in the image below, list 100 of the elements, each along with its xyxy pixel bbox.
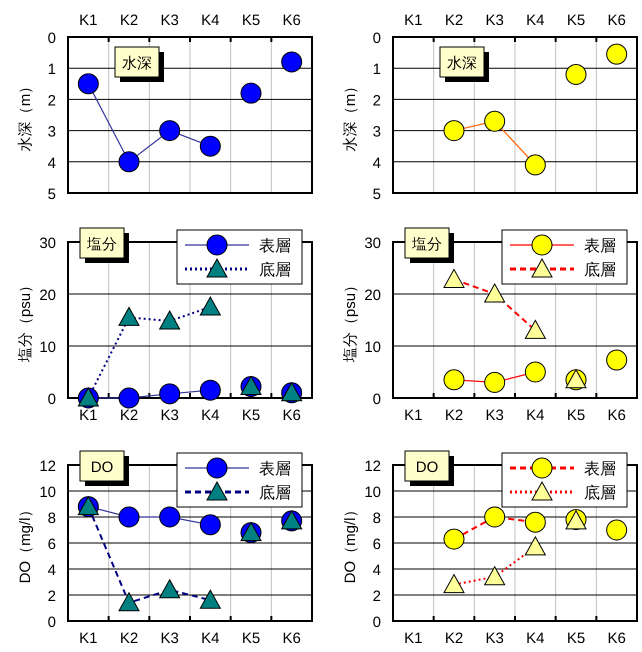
point bbox=[444, 528, 464, 550]
point bbox=[444, 369, 464, 390]
y-tick-label: 0 bbox=[372, 391, 381, 408]
legend-label: 表層 bbox=[584, 460, 616, 478]
y-tick-label: 4 bbox=[372, 562, 381, 579]
y-tick-label: 0 bbox=[48, 391, 56, 408]
point bbox=[118, 388, 140, 408]
y-tick-label: 12 bbox=[39, 458, 56, 475]
point bbox=[444, 120, 464, 142]
point bbox=[606, 44, 628, 65]
y-tick-label: 8 bbox=[372, 510, 381, 527]
legend-label: 底層 bbox=[584, 484, 616, 502]
point bbox=[484, 566, 506, 586]
y-tick-label: 0 bbox=[48, 614, 56, 631]
y-tick-label: 6 bbox=[372, 536, 381, 553]
y-tick-label: 0 bbox=[48, 30, 56, 47]
y-tick-label: 10 bbox=[364, 339, 381, 356]
x-tick-label: K4 bbox=[201, 630, 220, 647]
x-tick-label: K5 bbox=[242, 630, 260, 647]
x-tick-label: K4 bbox=[201, 12, 220, 29]
x-tick-label: K2 bbox=[120, 407, 138, 424]
x-tick-label: K4 bbox=[201, 407, 220, 424]
point bbox=[484, 506, 506, 528]
point bbox=[484, 372, 506, 393]
y-tick-label: 2 bbox=[48, 92, 56, 110]
y-tick-label: 8 bbox=[48, 510, 56, 527]
legend-label: 底層 bbox=[259, 484, 291, 502]
x-tick-label: K6 bbox=[607, 630, 626, 647]
x-tick-label: K6 bbox=[607, 12, 626, 29]
y-tick-label: 10 bbox=[39, 339, 56, 356]
x-tick-label: K2 bbox=[444, 12, 464, 29]
point bbox=[159, 120, 180, 142]
x-tick-label: K5 bbox=[566, 630, 586, 647]
text: 水深 bbox=[122, 55, 152, 72]
x-tick-label: K4 bbox=[526, 630, 545, 647]
x-tick-label: K4 bbox=[526, 12, 545, 29]
y-tick-label: 3 bbox=[372, 124, 381, 141]
chart-title: 塩分 bbox=[86, 236, 117, 253]
legend-label: 底層 bbox=[259, 261, 291, 279]
x-tick-label: K6 bbox=[282, 12, 301, 29]
x-tick-label: K6 bbox=[282, 630, 301, 647]
chart-title: DO bbox=[90, 459, 114, 476]
x-tick-label: K3 bbox=[485, 407, 504, 424]
y-axis-title: 塩分（psu） bbox=[342, 278, 359, 364]
text: 水深 bbox=[447, 55, 477, 72]
point bbox=[281, 51, 302, 72]
y-tick-label: 4 bbox=[48, 562, 56, 579]
y-tick-label: 4 bbox=[372, 154, 381, 172]
y-tick-label: 20 bbox=[364, 287, 381, 304]
x-tick-label: K1 bbox=[79, 630, 98, 647]
point bbox=[444, 268, 464, 288]
x-tick-label: K1 bbox=[79, 407, 98, 424]
chart-title: 塩分 bbox=[411, 236, 442, 253]
x-tick-label: K1 bbox=[79, 12, 98, 29]
point bbox=[444, 574, 464, 594]
y-tick-label: 30 bbox=[39, 235, 56, 252]
y-tick-label: 10 bbox=[364, 484, 381, 501]
x-tick-label: K2 bbox=[444, 630, 464, 647]
y-tick-label: 20 bbox=[39, 287, 56, 304]
y-tick-label: 2 bbox=[372, 92, 381, 110]
point bbox=[524, 362, 546, 382]
point bbox=[118, 506, 140, 528]
y-tick-label: 2 bbox=[48, 588, 56, 605]
x-tick-label: K3 bbox=[485, 12, 504, 29]
point bbox=[524, 154, 546, 176]
x-tick-label: K5 bbox=[566, 12, 586, 29]
y-tick-label: 0 bbox=[372, 30, 381, 47]
y-tick-label: 10 bbox=[39, 484, 56, 501]
point bbox=[484, 284, 506, 302]
x-tick-label: K6 bbox=[607, 407, 626, 424]
y-tick-label: 4 bbox=[48, 154, 56, 172]
point bbox=[200, 296, 221, 316]
point bbox=[606, 520, 628, 540]
x-tick-label: K5 bbox=[566, 407, 586, 424]
y-tick-label: 12 bbox=[364, 458, 381, 475]
x-tick-label: K1 bbox=[404, 407, 423, 424]
point bbox=[159, 310, 180, 330]
point bbox=[200, 590, 221, 609]
point bbox=[524, 512, 546, 533]
point bbox=[200, 136, 221, 157]
x-tick-label: K2 bbox=[120, 12, 138, 29]
y-axis-title: 水深（m） bbox=[17, 78, 34, 152]
x-tick-label: K2 bbox=[120, 630, 138, 647]
point bbox=[78, 73, 99, 94]
legend-label: 表層 bbox=[259, 460, 291, 478]
point bbox=[118, 151, 140, 172]
y-tick-label: 2 bbox=[372, 588, 381, 605]
x-tick-label: K1 bbox=[404, 12, 423, 29]
point bbox=[524, 320, 546, 339]
x-tick-label: K6 bbox=[282, 407, 301, 424]
legend-label: 底層 bbox=[584, 261, 616, 279]
legend-label: 表層 bbox=[584, 237, 616, 255]
x-tick-label: K3 bbox=[485, 630, 504, 647]
point bbox=[159, 383, 180, 404]
point bbox=[484, 110, 506, 132]
y-tick-label: 30 bbox=[364, 235, 381, 252]
y-tick-label: 1 bbox=[48, 61, 56, 78]
point bbox=[524, 536, 546, 556]
point bbox=[606, 350, 628, 371]
y-tick-label: 5 bbox=[48, 186, 56, 203]
